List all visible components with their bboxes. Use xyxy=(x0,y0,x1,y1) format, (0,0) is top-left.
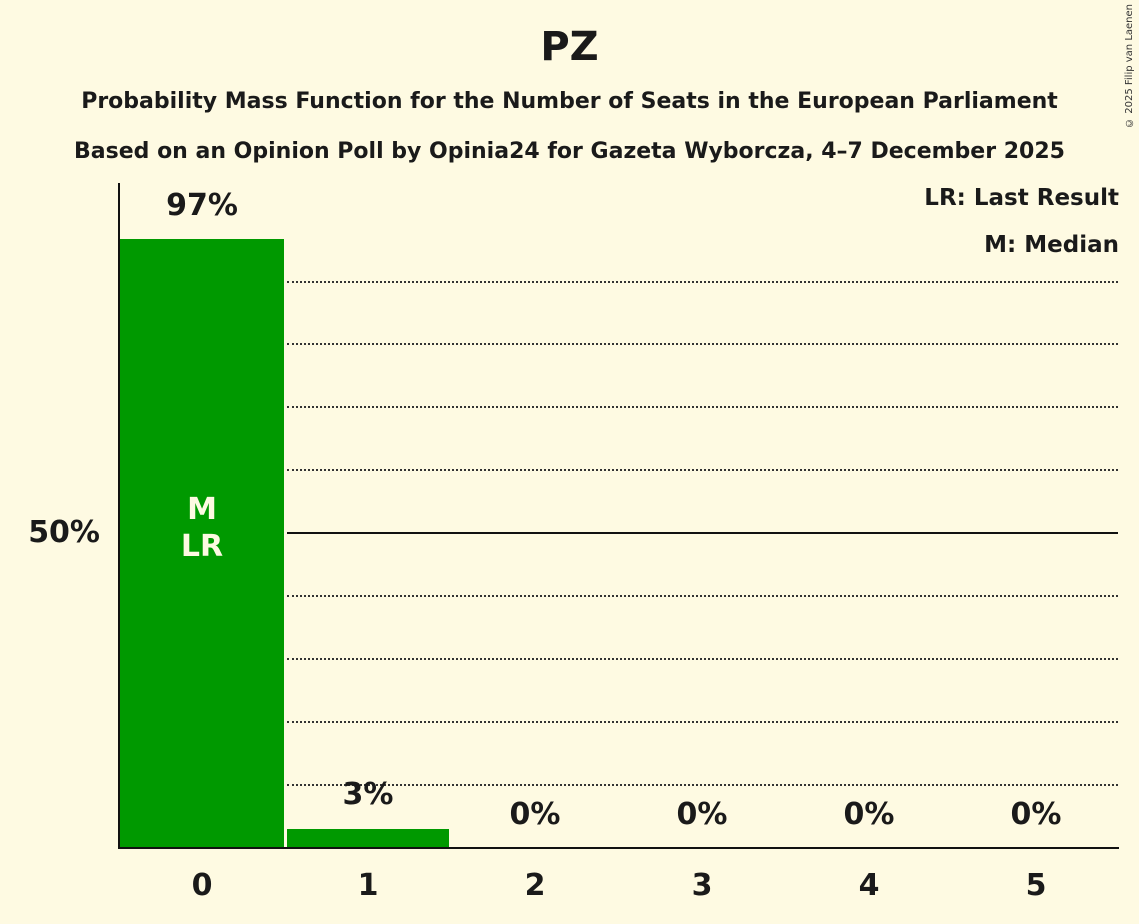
gridline xyxy=(287,658,1118,660)
x-axis xyxy=(118,847,1119,849)
legend-median: M: Median xyxy=(984,232,1119,258)
x-tick-5: 5 xyxy=(1025,868,1047,903)
chart-title: PZ xyxy=(540,24,599,70)
x-tick-3: 3 xyxy=(691,868,713,903)
x-tick-4: 4 xyxy=(858,868,880,903)
last-result-marker: LR xyxy=(180,529,224,564)
gridline xyxy=(287,343,1118,345)
legend-last-result: LR: Last Result xyxy=(924,185,1119,211)
value-label-4: 0% xyxy=(843,797,895,832)
gridline xyxy=(287,784,1118,786)
bar-0 xyxy=(120,239,284,848)
bar-1 xyxy=(287,829,449,848)
gridline-50 xyxy=(287,532,1118,534)
x-tick-0: 0 xyxy=(191,868,213,903)
gridline xyxy=(287,406,1118,408)
gridline xyxy=(287,281,1118,283)
median-marker: M xyxy=(187,492,217,527)
gridline xyxy=(287,721,1118,723)
x-tick-2: 2 xyxy=(524,868,546,903)
chart-subtitle: Probability Mass Function for the Number… xyxy=(81,89,1058,114)
y-axis xyxy=(118,183,120,849)
value-label-3: 0% xyxy=(676,797,728,832)
gridline xyxy=(287,469,1118,471)
value-label-1: 3% xyxy=(342,777,394,812)
x-tick-1: 1 xyxy=(357,868,379,903)
gridline xyxy=(287,595,1118,597)
value-label-5: 0% xyxy=(1010,797,1062,832)
chart-subtitle-poll: Based on an Opinion Poll by Opinia24 for… xyxy=(74,139,1065,164)
value-label-2: 0% xyxy=(509,797,561,832)
value-label-0: 97% xyxy=(166,188,238,223)
y-tick-50: 50% xyxy=(28,515,100,550)
copyright: © 2025 Filip van Laenen xyxy=(1124,4,1135,128)
